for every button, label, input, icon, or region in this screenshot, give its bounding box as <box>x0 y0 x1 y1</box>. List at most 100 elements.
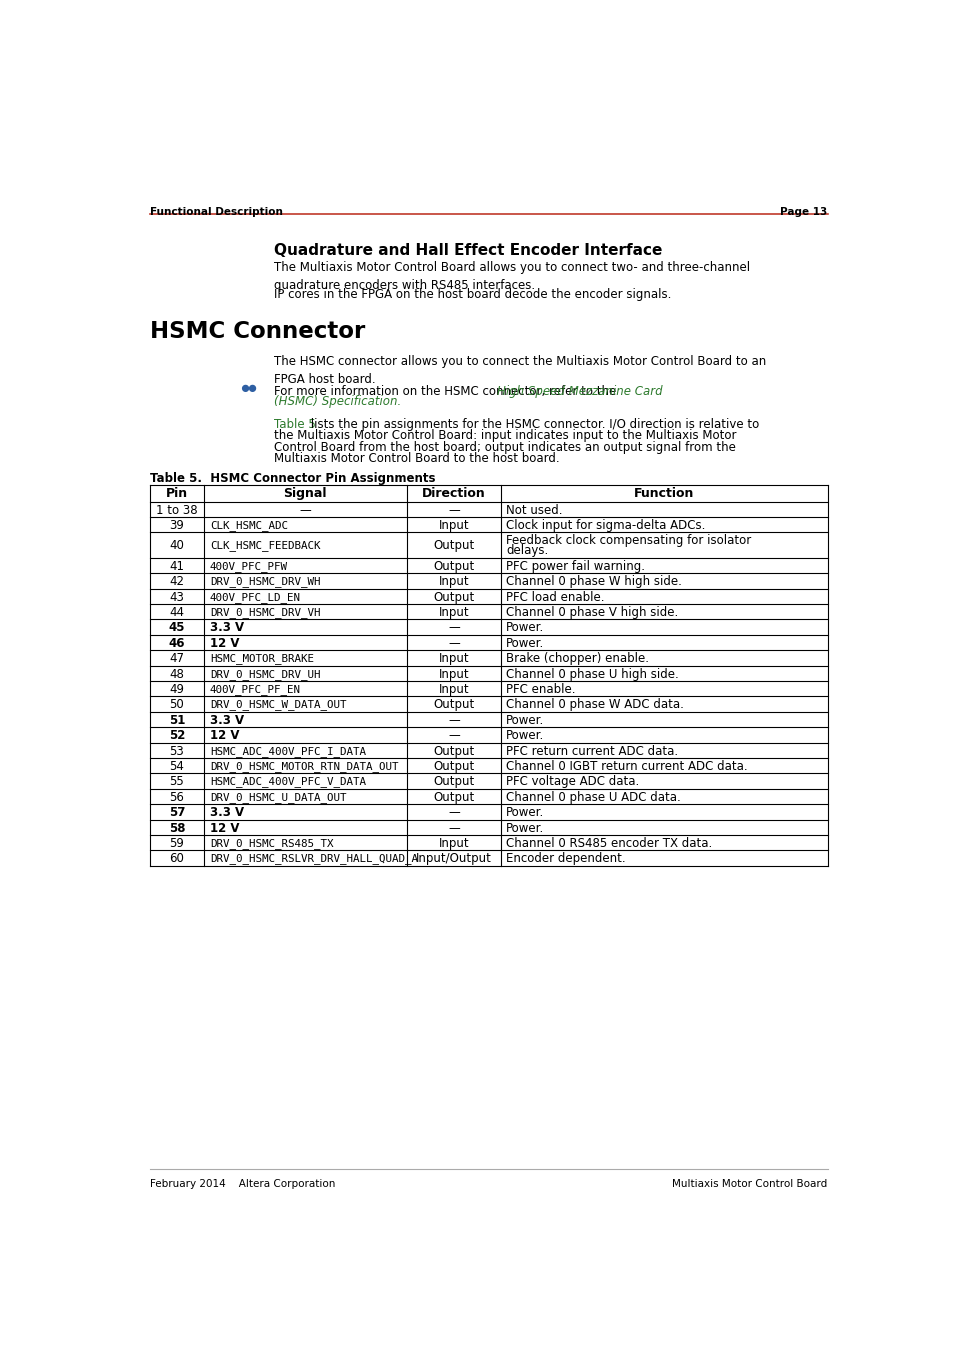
Bar <box>150 805 827 819</box>
Text: —: — <box>448 806 459 819</box>
Text: 3.3 V: 3.3 V <box>210 714 244 726</box>
Bar <box>150 697 827 711</box>
Text: PFC enable.: PFC enable. <box>505 683 575 697</box>
Text: 51: 51 <box>169 714 185 726</box>
Circle shape <box>242 386 249 391</box>
Text: Table 5: Table 5 <box>274 417 315 431</box>
Text: February 2014    Altera Corporation: February 2014 Altera Corporation <box>150 1179 335 1189</box>
Text: DRV_0_HSMC_RS485_TX: DRV_0_HSMC_RS485_TX <box>210 838 334 849</box>
Text: 48: 48 <box>170 667 184 680</box>
Text: 55: 55 <box>170 775 184 788</box>
Bar <box>150 574 827 589</box>
Text: Input/Output: Input/Output <box>416 852 492 865</box>
Text: The Multiaxis Motor Control Board allows you to connect two- and three-channel
q: The Multiaxis Motor Control Board allows… <box>274 261 750 292</box>
Text: The HSMC connector allows you to connect the Multiaxis Motor Control Board to an: The HSMC connector allows you to connect… <box>274 355 765 386</box>
Text: 54: 54 <box>170 760 184 774</box>
Text: Input: Input <box>438 606 469 618</box>
Text: Pin: Pin <box>166 487 188 501</box>
Text: DRV_0_HSMC_DRV_UH: DRV_0_HSMC_DRV_UH <box>210 668 320 679</box>
Bar <box>150 517 827 532</box>
Text: the Multiaxis Motor Control Board: input indicates input to the Multiaxis Motor: the Multiaxis Motor Control Board: input… <box>274 429 736 443</box>
Bar <box>150 589 827 603</box>
Text: Output: Output <box>433 590 475 603</box>
Text: Quadrature and Hall Effect Encoder Interface: Quadrature and Hall Effect Encoder Inter… <box>274 243 662 258</box>
Text: Input: Input <box>438 652 469 666</box>
Bar <box>150 850 827 865</box>
Text: PFC return current ADC data.: PFC return current ADC data. <box>505 745 678 757</box>
Text: 46: 46 <box>169 637 185 649</box>
Text: Signal: Signal <box>283 487 327 501</box>
Text: DRV_0_HSMC_DRV_WH: DRV_0_HSMC_DRV_WH <box>210 576 320 587</box>
Text: Channel 0 phase U ADC data.: Channel 0 phase U ADC data. <box>505 791 680 803</box>
Text: —: — <box>448 822 459 834</box>
Text: Output: Output <box>433 745 475 757</box>
Text: lists the pin assignments for the HSMC connector. I/O direction is relative to: lists the pin assignments for the HSMC c… <box>307 417 759 431</box>
Text: (HSMC) Specification.: (HSMC) Specification. <box>274 396 401 408</box>
Text: HSMC_ADC_400V_PFC_V_DATA: HSMC_ADC_400V_PFC_V_DATA <box>210 776 366 787</box>
Text: PFC load enable.: PFC load enable. <box>505 590 604 603</box>
Bar <box>150 743 827 757</box>
Bar <box>150 774 827 788</box>
Text: DRV_0_HSMC_MOTOR_RTN_DATA_OUT: DRV_0_HSMC_MOTOR_RTN_DATA_OUT <box>210 761 398 772</box>
Text: IP cores in the FPGA on the host board decode the encoder signals.: IP cores in the FPGA on the host board d… <box>274 288 671 301</box>
Text: —: — <box>448 729 459 742</box>
Text: 50: 50 <box>170 698 184 711</box>
Bar <box>150 711 827 728</box>
Text: 59: 59 <box>170 837 184 850</box>
Text: Output: Output <box>433 698 475 711</box>
Bar <box>150 666 827 680</box>
Text: Channel 0 phase V high side.: Channel 0 phase V high side. <box>505 606 678 618</box>
Text: HSMC Connector: HSMC Connector <box>150 320 365 343</box>
Bar <box>150 788 827 805</box>
Text: —: — <box>448 504 459 517</box>
Bar <box>150 728 827 743</box>
Text: 56: 56 <box>170 791 184 803</box>
Text: Encoder dependent.: Encoder dependent. <box>505 852 625 865</box>
Text: Brake (chopper) enable.: Brake (chopper) enable. <box>505 652 648 666</box>
Text: 43: 43 <box>170 590 184 603</box>
Text: —: — <box>448 637 459 649</box>
Bar <box>150 757 827 774</box>
Text: 40: 40 <box>170 540 184 552</box>
Text: 400V_PFC_PF_EN: 400V_PFC_PF_EN <box>210 684 300 695</box>
Text: delays.: delays. <box>505 544 548 556</box>
Bar <box>150 558 827 574</box>
Text: Multiaxis Motor Control Board: Multiaxis Motor Control Board <box>672 1179 827 1189</box>
Text: —: — <box>448 621 459 634</box>
Text: Power.: Power. <box>505 621 543 634</box>
Text: 41: 41 <box>170 560 184 572</box>
Bar <box>150 502 827 517</box>
Text: Output: Output <box>433 775 475 788</box>
Text: Input: Input <box>438 683 469 697</box>
Text: 39: 39 <box>170 518 184 532</box>
Text: DRV_0_HSMC_DRV_VH: DRV_0_HSMC_DRV_VH <box>210 608 320 618</box>
Text: 60: 60 <box>170 852 184 865</box>
Text: DRV_0_HSMC_W_DATA_OUT: DRV_0_HSMC_W_DATA_OUT <box>210 699 346 710</box>
Circle shape <box>250 386 255 391</box>
Bar <box>150 651 827 666</box>
Text: DRV_0_HSMC_U_DATA_OUT: DRV_0_HSMC_U_DATA_OUT <box>210 792 346 803</box>
Text: 1 to 38: 1 to 38 <box>156 504 197 517</box>
Bar <box>150 485 827 502</box>
Text: Functional Description: Functional Description <box>150 207 283 216</box>
Bar <box>150 836 827 850</box>
Text: Power.: Power. <box>505 729 543 742</box>
Text: HSMC_ADC_400V_PFC_I_DATA: HSMC_ADC_400V_PFC_I_DATA <box>210 745 366 756</box>
Text: Power.: Power. <box>505 822 543 834</box>
Text: Output: Output <box>433 540 475 552</box>
Text: Page 13: Page 13 <box>780 207 827 216</box>
Text: 400V_PFC_PFW: 400V_PFC_PFW <box>210 560 288 571</box>
Text: —: — <box>299 504 311 517</box>
Text: Output: Output <box>433 760 475 774</box>
Text: 52: 52 <box>169 729 185 742</box>
Text: High Speed Mezzanine Card: High Speed Mezzanine Card <box>497 385 661 397</box>
Text: 42: 42 <box>170 575 184 589</box>
Text: 3.3 V: 3.3 V <box>210 806 244 819</box>
Text: 12 V: 12 V <box>210 729 239 742</box>
Text: 47: 47 <box>170 652 184 666</box>
Text: Function: Function <box>633 487 693 501</box>
Bar <box>150 620 827 634</box>
Text: Direction: Direction <box>422 487 485 501</box>
Text: PFC power fail warning.: PFC power fail warning. <box>505 560 644 572</box>
Text: 53: 53 <box>170 745 184 757</box>
